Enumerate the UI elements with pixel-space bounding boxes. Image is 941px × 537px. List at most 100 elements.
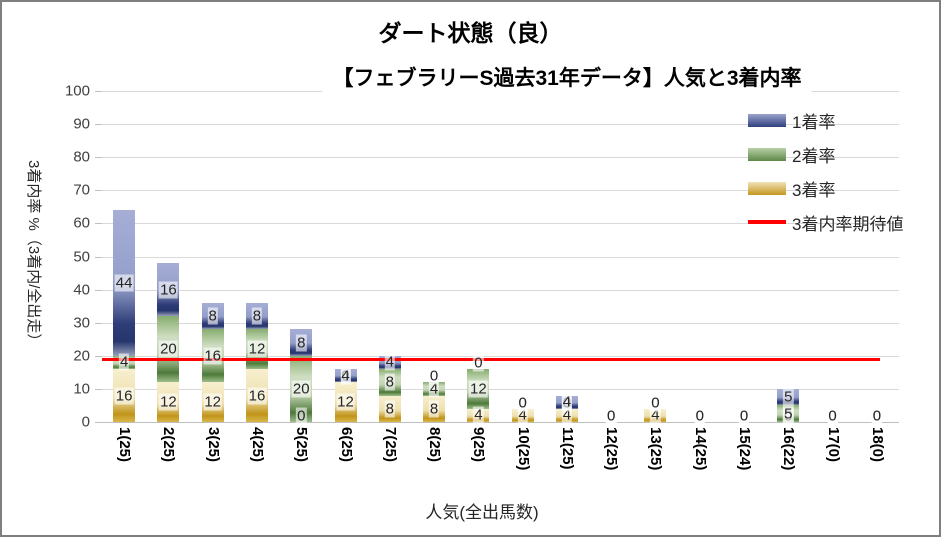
gridline	[102, 256, 899, 258]
gridline	[102, 157, 899, 159]
x-category-label: 2(25)	[160, 427, 178, 463]
bar-label-rate-1st: 0	[650, 394, 661, 412]
y-tick-label: 30	[73, 314, 90, 332]
bar-label-rate-2nd: 20	[159, 340, 178, 358]
x-category-label: 4(25)	[248, 427, 266, 463]
y-tick-mark	[95, 190, 102, 192]
y-tick-mark	[95, 256, 102, 258]
y-tick-label: 60	[73, 214, 90, 232]
bar-label-rate-1st: 16	[159, 281, 178, 299]
gridline	[102, 223, 899, 225]
bar-label-rate-2nd: 12	[247, 340, 267, 358]
bar-label-rate-1st: 0	[871, 407, 883, 425]
y-tick-label: 40	[73, 281, 90, 299]
legend-label-rate-1st: 1着率	[792, 112, 836, 132]
bar-label-rate-1st: 0	[517, 394, 528, 412]
bar-label-rate-2nd: 4	[428, 380, 440, 398]
x-category-label: 10(25)	[514, 427, 532, 471]
x-category-label: 16(22)	[780, 427, 798, 471]
legend-label-rate-2nd: 2着率	[792, 146, 836, 166]
y-tick-mark	[95, 157, 102, 159]
gridline	[102, 388, 899, 390]
bar-label-rate-2nd: 4	[118, 353, 130, 371]
bar-label-rate-2nd: 5	[783, 405, 794, 423]
bar-label-rate-1st: 0	[827, 407, 838, 425]
bar-label-rate-2nd: 8	[384, 373, 395, 391]
x-category-label: 9(25)	[470, 427, 488, 463]
y-tick-label: 100	[64, 82, 90, 100]
y-tick-mark	[95, 388, 102, 390]
bar-label-rate-3rd: 16	[247, 387, 267, 405]
bar-label-rate-3rd: 4	[650, 406, 661, 424]
bar-label-rate-1st: 0	[694, 407, 705, 425]
y-tick-label: 20	[73, 347, 90, 365]
bar-label-rate-3rd: 12	[336, 393, 355, 411]
bar-label-rate-1st: 4	[340, 367, 351, 385]
chart-subtitle: 【フェブラリーS過去31年データ】人気と3着内率	[322, 62, 812, 92]
y-tick-label: 80	[73, 148, 90, 166]
x-category-label: 17(0)	[824, 427, 842, 463]
bar-label-rate-1st: 4	[384, 353, 395, 371]
gridline	[102, 422, 899, 423]
x-category-label: 8(25)	[426, 427, 444, 463]
bar-label-rate-1st: 8	[296, 334, 307, 352]
bar-label-rate-1st: 0	[473, 354, 484, 372]
bar-label-rate-3rd: 0	[296, 407, 307, 425]
x-category-label: 14(25)	[691, 427, 709, 471]
bar-label-rate-1st: 0	[428, 367, 440, 385]
chart-title: ダート状態（良）	[378, 20, 563, 46]
bar-label-rate-3rd: 4	[517, 406, 528, 424]
y-tick-mark	[95, 355, 102, 357]
x-axis-title: 人気(全出馬数)	[425, 503, 539, 522]
x-category-label: 12(25)	[603, 427, 621, 471]
gridline	[102, 322, 899, 324]
gridline	[102, 355, 899, 357]
bar-label-rate-3rd: 16	[114, 387, 134, 405]
bar-label-rate-2nd: 16	[203, 347, 223, 365]
y-tick-mark	[95, 124, 102, 126]
legend-item-expectation: 3着内率期待値	[748, 205, 903, 239]
legend-swatch-expectation	[748, 220, 786, 224]
y-tick-label: 50	[73, 248, 90, 265]
legend-item-rate-1st: 1着率	[748, 103, 903, 137]
gridline	[102, 124, 899, 126]
bar-label-rate-1st: 44	[114, 274, 134, 292]
legend-swatch-rate-2nd	[748, 147, 786, 161]
gridline	[102, 190, 899, 192]
y-tick-label: 90	[73, 115, 90, 133]
y-tick-mark	[95, 322, 102, 324]
bar-label-rate-3rd: 12	[159, 393, 178, 411]
x-category-label: 5(25)	[293, 427, 311, 463]
x-category-label: 1(25)	[116, 427, 134, 463]
x-category-label: 15(24)	[736, 427, 754, 471]
x-category-label: 13(25)	[647, 427, 665, 471]
x-category-label: 3(25)	[204, 427, 222, 463]
legend-swatch-rate-1st	[748, 113, 786, 127]
bar-label-rate-1st: 5	[783, 388, 794, 406]
y-tick-mark	[95, 223, 102, 225]
expectation-line	[102, 358, 880, 362]
legend-item-rate-2nd: 2着率	[748, 137, 903, 171]
bar-label-rate-3rd: 4	[561, 406, 573, 424]
legend-swatch-rate-3rd	[748, 181, 786, 195]
x-category-label: 18(0)	[868, 427, 886, 463]
bar-label-rate-3rd: 8	[384, 400, 395, 418]
y-tick-mark	[95, 91, 102, 92]
x-category-label: 7(25)	[381, 427, 399, 463]
y-tick-label: 10	[73, 380, 90, 398]
bar-label-rate-3rd: 4	[473, 406, 484, 424]
legend-label-rate-3rd: 3着率	[792, 180, 836, 200]
y-tick-mark	[95, 422, 102, 423]
bar-label-rate-3rd: 8	[428, 400, 440, 418]
bar-label-rate-1st: 8	[207, 307, 218, 325]
legend-label-expectation: 3着内率期待値	[792, 214, 904, 234]
y-tick-label: 70	[73, 181, 90, 199]
x-category-label: 11(25)	[558, 427, 576, 470]
legend: 1着率 2着率 3着率 3着内率期待値	[748, 103, 903, 239]
legend-item-rate-3rd: 3着率	[748, 171, 903, 205]
y-axis-title: 3着内率 %（3着内/全出走）	[25, 160, 42, 349]
bar-label-rate-1st: 4	[561, 393, 573, 411]
x-category-label: 6(25)	[337, 427, 355, 463]
bar-label-rate-1st: 0	[606, 407, 617, 425]
